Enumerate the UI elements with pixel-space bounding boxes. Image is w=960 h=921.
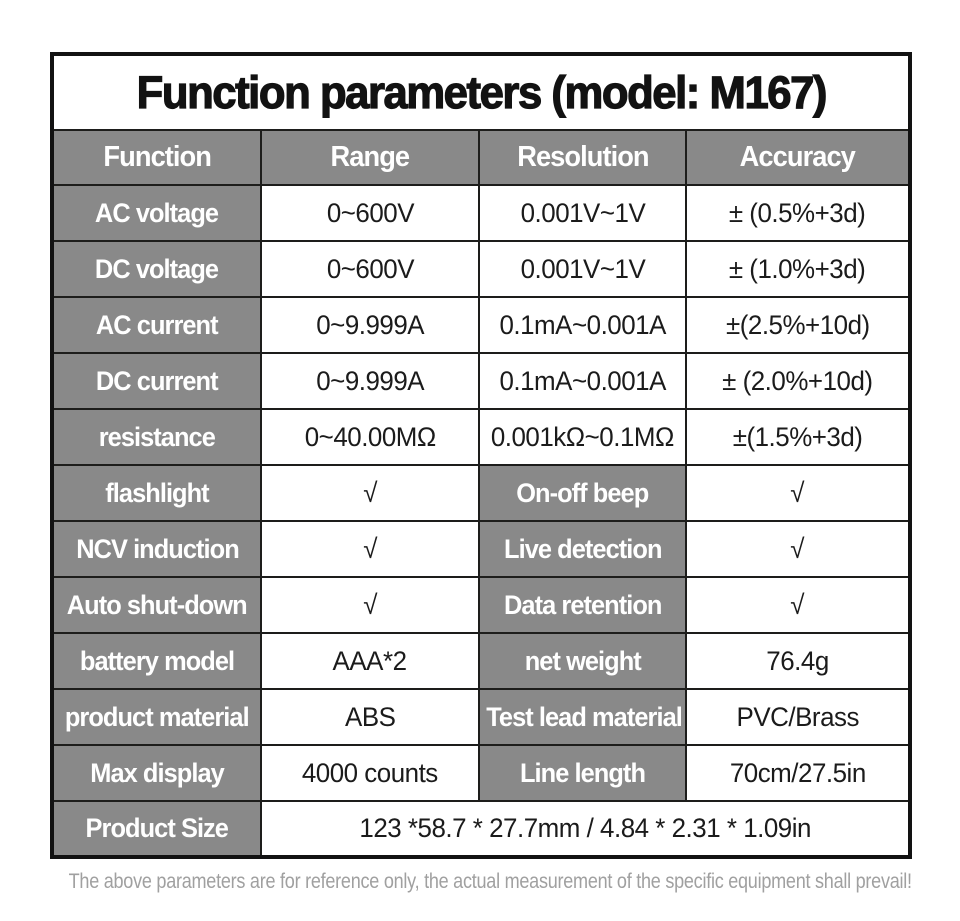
range-cell: 0~600V	[260, 240, 480, 298]
label-cell: DC voltage	[51, 240, 262, 298]
resolution-cell: 0.001V~1V	[478, 184, 687, 242]
label-cell: battery model	[51, 632, 262, 690]
value-cell: 70cm/27.5in	[684, 744, 912, 802]
row-auto-shutdown: Auto shut-down √ Data retention √	[51, 576, 912, 634]
check-cell: √	[260, 464, 480, 522]
row-max-display: Max display 4000 counts Line length 70cm…	[51, 744, 912, 802]
label-cell: flashlight	[51, 464, 262, 522]
header-function: Function	[51, 129, 262, 186]
label-cell: DC current	[51, 352, 262, 410]
value-cell: 76.4g	[684, 632, 912, 690]
row-ncv-induction: NCV induction √ Live detection √	[51, 520, 912, 578]
page-title: Function parameters (model: M167)	[50, 53, 912, 131]
value-cell: AAA*2	[260, 632, 480, 690]
label-cell: Line length	[478, 744, 687, 802]
label-cell: net weight	[478, 632, 687, 690]
resolution-cell: 0.001kΩ~0.1MΩ	[478, 408, 687, 466]
label-cell: On-off beep	[478, 464, 687, 522]
range-cell: 0~600V	[260, 184, 480, 242]
row-resistance: resistance 0~40.00MΩ 0.001kΩ~0.1MΩ ±(1.5…	[51, 408, 912, 466]
label-cell: NCV induction	[51, 520, 262, 578]
check-cell: √	[684, 464, 912, 522]
spec-table: Function parameters (model: M167) Functi…	[50, 52, 913, 859]
row-ac-current: AC current 0~9.999A 0.1mA~0.001A ±(2.5%+…	[51, 296, 912, 354]
resolution-cell: 0.001V~1V	[478, 240, 687, 298]
label-cell: product material	[51, 688, 262, 746]
table-header-row: Function Range Resolution Accuracy	[51, 129, 912, 186]
accuracy-cell: ± (2.0%+10d)	[684, 352, 912, 410]
title-row: Function parameters (model: M167)	[50, 53, 912, 131]
check-cell: √	[684, 520, 912, 578]
value-cell: 4000 counts	[260, 744, 480, 802]
check-cell: √	[684, 576, 912, 634]
header-resolution: Resolution	[478, 129, 687, 186]
value-cell: ABS	[260, 688, 480, 746]
range-cell: 0~40.00MΩ	[260, 408, 480, 466]
label-cell: Product Size	[51, 800, 262, 858]
resolution-cell: 0.1mA~0.001A	[478, 352, 687, 410]
value-cell: PVC/Brass	[684, 688, 912, 746]
row-flashlight: flashlight √ On-off beep √	[51, 464, 912, 522]
row-battery-model: battery model AAA*2 net weight 76.4g	[51, 632, 912, 690]
row-dc-current: DC current 0~9.999A 0.1mA~0.001A ± (2.0%…	[51, 352, 912, 410]
accuracy-cell: ±(1.5%+3d)	[684, 408, 912, 466]
row-dc-voltage: DC voltage 0~600V 0.001V~1V ± (1.0%+3d)	[51, 240, 912, 298]
row-ac-voltage: AC voltage 0~600V 0.001V~1V ± (0.5%+3d)	[51, 184, 912, 242]
row-product-material: product material ABS Test lead material …	[51, 688, 912, 746]
header-range: Range	[260, 129, 480, 186]
accuracy-cell: ± (0.5%+3d)	[684, 184, 912, 242]
disclaimer-text: The above parameters are for reference o…	[68, 870, 912, 893]
range-cell: 0~9.999A	[260, 352, 480, 410]
row-product-size: Product Size 123 *58.7 * 27.7mm / 4.84 *…	[51, 800, 912, 858]
check-cell: √	[260, 576, 480, 634]
label-cell: Max display	[51, 744, 262, 802]
range-cell: 0~9.999A	[260, 296, 480, 354]
label-cell: AC current	[51, 296, 262, 354]
label-cell: Auto shut-down	[51, 576, 262, 634]
label-cell: Data retention	[478, 576, 687, 634]
accuracy-cell: ± (1.0%+3d)	[684, 240, 912, 298]
check-cell: √	[260, 520, 480, 578]
label-cell: resistance	[51, 408, 262, 466]
label-cell: Live detection	[478, 520, 687, 578]
size-value-cell: 123 *58.7 * 27.7mm / 4.84 * 2.31 * 1.09i…	[259, 800, 912, 858]
label-cell: Test lead material	[478, 688, 687, 746]
label-cell: AC voltage	[51, 184, 262, 242]
header-accuracy: Accuracy	[684, 129, 912, 186]
accuracy-cell: ±(2.5%+10d)	[684, 296, 912, 354]
resolution-cell: 0.1mA~0.001A	[478, 296, 687, 354]
